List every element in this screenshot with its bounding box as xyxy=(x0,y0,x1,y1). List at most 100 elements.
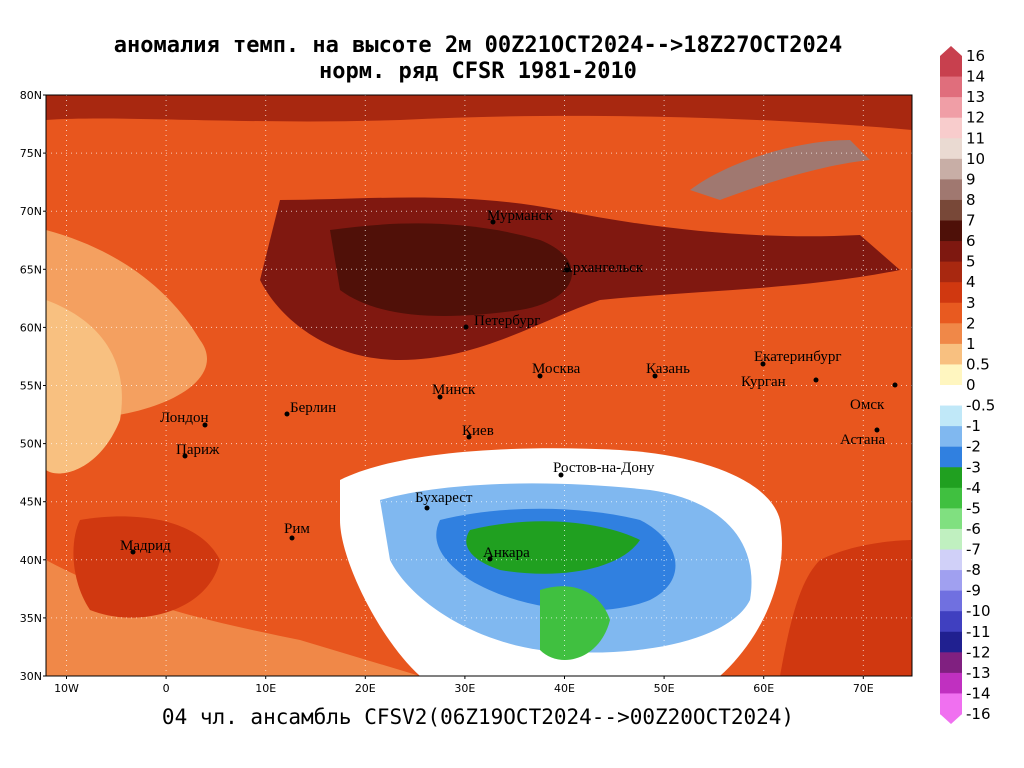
lat-tick-label: 60N xyxy=(20,321,42,334)
colorbar-label: -6 xyxy=(966,520,981,538)
colorbar-swatch xyxy=(940,672,962,694)
colorbar-swatch xyxy=(940,693,962,715)
map-field xyxy=(46,95,912,676)
lon-tick-label: 60E xyxy=(753,682,774,695)
colorbar-swatch xyxy=(940,220,962,242)
city-label: Мурманск xyxy=(487,208,553,224)
colorbar-label: -9 xyxy=(966,582,981,600)
colorbar-swatch xyxy=(940,426,962,448)
colorbar-label: -12 xyxy=(966,643,991,661)
colorbar-label: 10 xyxy=(966,150,985,168)
colorbar-label: 6 xyxy=(966,232,976,250)
colorbar-label: 12 xyxy=(966,109,985,127)
colorbar-swatch xyxy=(940,508,962,530)
lon-tick-label: 30E xyxy=(454,682,475,695)
colorbar-swatch xyxy=(940,158,962,180)
colorbar-swatch xyxy=(940,97,962,119)
city-label: Бухарест xyxy=(415,490,473,506)
lat-tick-label: 30N xyxy=(20,670,42,683)
city-label: Омск xyxy=(850,397,885,413)
colorbar: 16 14 13 12 11 10 9 8 7 6 5 4 3 2 1 0.5 0 -0.5 -1 -2 -3 -4 -5 -… xyxy=(940,46,995,724)
colorbar-label: 5 xyxy=(966,253,976,271)
colorbar-swatch xyxy=(940,364,962,386)
colorbar-label: -10 xyxy=(966,602,991,620)
city-label: Анкара xyxy=(483,545,530,561)
colorbar-label: 13 xyxy=(966,88,985,106)
colorbar-label: -2 xyxy=(966,438,981,456)
lat-tick-label: 35N xyxy=(20,612,42,625)
colorbar-swatch xyxy=(940,549,962,571)
lat-tick-label: 40N xyxy=(20,554,42,567)
colorbar-label: 16 xyxy=(966,47,985,65)
city-label: Архангельск xyxy=(562,260,644,276)
colorbar-label: -5 xyxy=(966,499,981,517)
colorbar-label: -8 xyxy=(966,561,981,579)
colorbar-swatch xyxy=(940,590,962,612)
colorbar-swatch xyxy=(940,631,962,653)
colorbar-label: 14 xyxy=(966,68,985,86)
graticule: 80N 75N 70N 65N 60N 55N 50N 45N 40N 35N 30N 10W 0 10E… xyxy=(20,89,912,695)
lat-tick-label: 80N xyxy=(20,89,42,102)
colorbar-swatch xyxy=(940,528,962,550)
colorbar-label: 3 xyxy=(966,294,976,312)
city-dot xyxy=(284,411,290,417)
city-label: Екатеринбург xyxy=(754,349,841,365)
city-dot xyxy=(130,549,136,555)
city-label: Петербург xyxy=(474,313,540,329)
colorbar-label: -14 xyxy=(966,684,991,702)
colorbar-swatch xyxy=(940,343,962,365)
colorbar-swatch xyxy=(940,611,962,633)
city-label: Минск xyxy=(432,382,476,398)
city-label: Мадрид xyxy=(120,538,171,554)
colorbar-label: -11 xyxy=(966,623,991,641)
colorbar-label: -0.5 xyxy=(966,397,995,415)
colorbar-label: 0.5 xyxy=(966,355,990,373)
colorbar-swatch xyxy=(940,282,962,304)
city-label: Берлин xyxy=(290,400,336,416)
colorbar-label: 4 xyxy=(966,273,976,291)
colorbar-swatch xyxy=(940,261,962,283)
colorbar-swatch xyxy=(940,76,962,98)
city-dot xyxy=(424,505,430,511)
title-line: аномалия темп. на высоте 2м 00Z21OCT2024… xyxy=(114,33,842,58)
city-dot xyxy=(487,556,493,562)
city-labels: Мурманск Архангельск Петербург Москва Казань… xyxy=(120,208,898,562)
city-dot xyxy=(892,382,898,388)
colorbar-swatch xyxy=(940,487,962,509)
lon-tick-label: 40E xyxy=(554,682,575,695)
city-dot xyxy=(182,453,188,459)
city-label: Казань xyxy=(646,361,690,377)
colorbar-swatch xyxy=(940,241,962,263)
city-label: Курган xyxy=(741,374,786,390)
lon-tick-label: 0 xyxy=(163,682,170,695)
colorbar-swatch xyxy=(940,652,962,674)
city-dot xyxy=(202,422,208,428)
lat-tick-label: 65N xyxy=(20,263,42,276)
colorbar-label: -16 xyxy=(966,705,991,723)
city-dot xyxy=(466,434,472,440)
colorbar-swatch xyxy=(940,302,962,324)
colorbar-swatch xyxy=(940,405,962,427)
colorbar-swatch xyxy=(940,570,962,592)
colorbar-label: 7 xyxy=(966,212,976,230)
city-dot xyxy=(813,377,819,383)
city-label: Москва xyxy=(532,361,581,377)
colorbar-label: -13 xyxy=(966,664,991,682)
colorbar-label: 9 xyxy=(966,170,976,188)
lat-tick-label: 75N xyxy=(20,147,42,160)
colorbar-swatch xyxy=(940,56,962,78)
city-dot xyxy=(490,219,496,225)
city-label: Ростов-на-Дону xyxy=(553,460,655,476)
title-line: норм. ряд CFSR 1981-2010 xyxy=(319,59,637,84)
city-dot xyxy=(760,361,766,367)
lat-tick-label: 55N xyxy=(20,380,42,393)
colorbar-label: 1 xyxy=(966,335,976,353)
city-dot xyxy=(652,373,658,379)
lat-tick-label: 45N xyxy=(20,496,42,509)
city-dot xyxy=(437,394,443,400)
lon-tick-label: 70E xyxy=(853,682,874,695)
colorbar-swatch xyxy=(940,385,962,407)
colorbar-label: -1 xyxy=(966,417,981,435)
colorbar-swatch xyxy=(940,323,962,345)
